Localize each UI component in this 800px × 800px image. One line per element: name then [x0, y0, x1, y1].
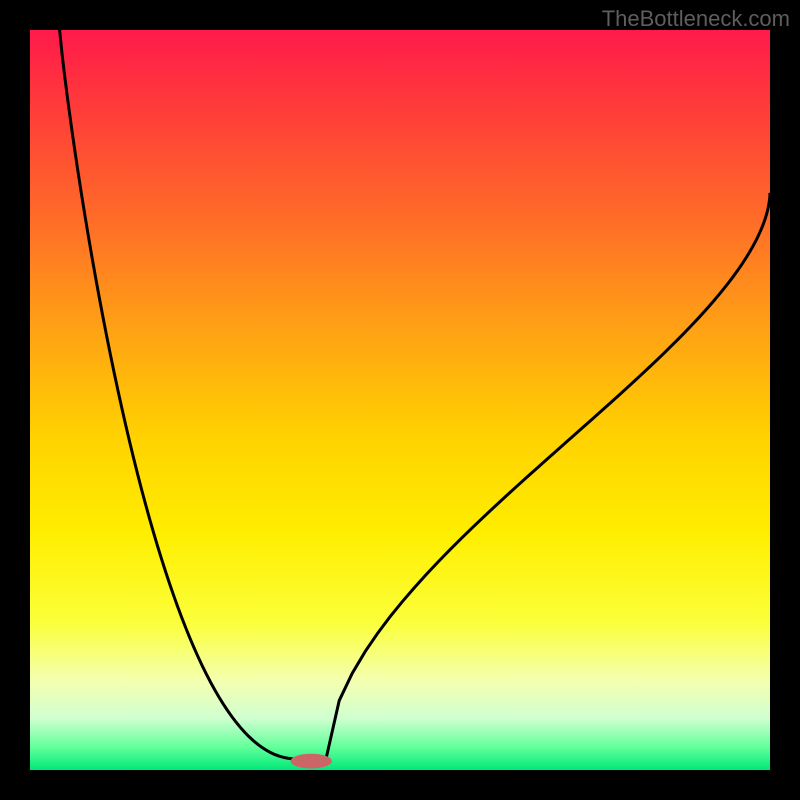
chart-frame: TheBottleneck.com — [0, 0, 800, 800]
plot-background — [30, 30, 770, 770]
minimum-marker — [290, 754, 331, 769]
watermark-text: TheBottleneck.com — [602, 6, 790, 32]
chart-svg — [0, 0, 800, 800]
